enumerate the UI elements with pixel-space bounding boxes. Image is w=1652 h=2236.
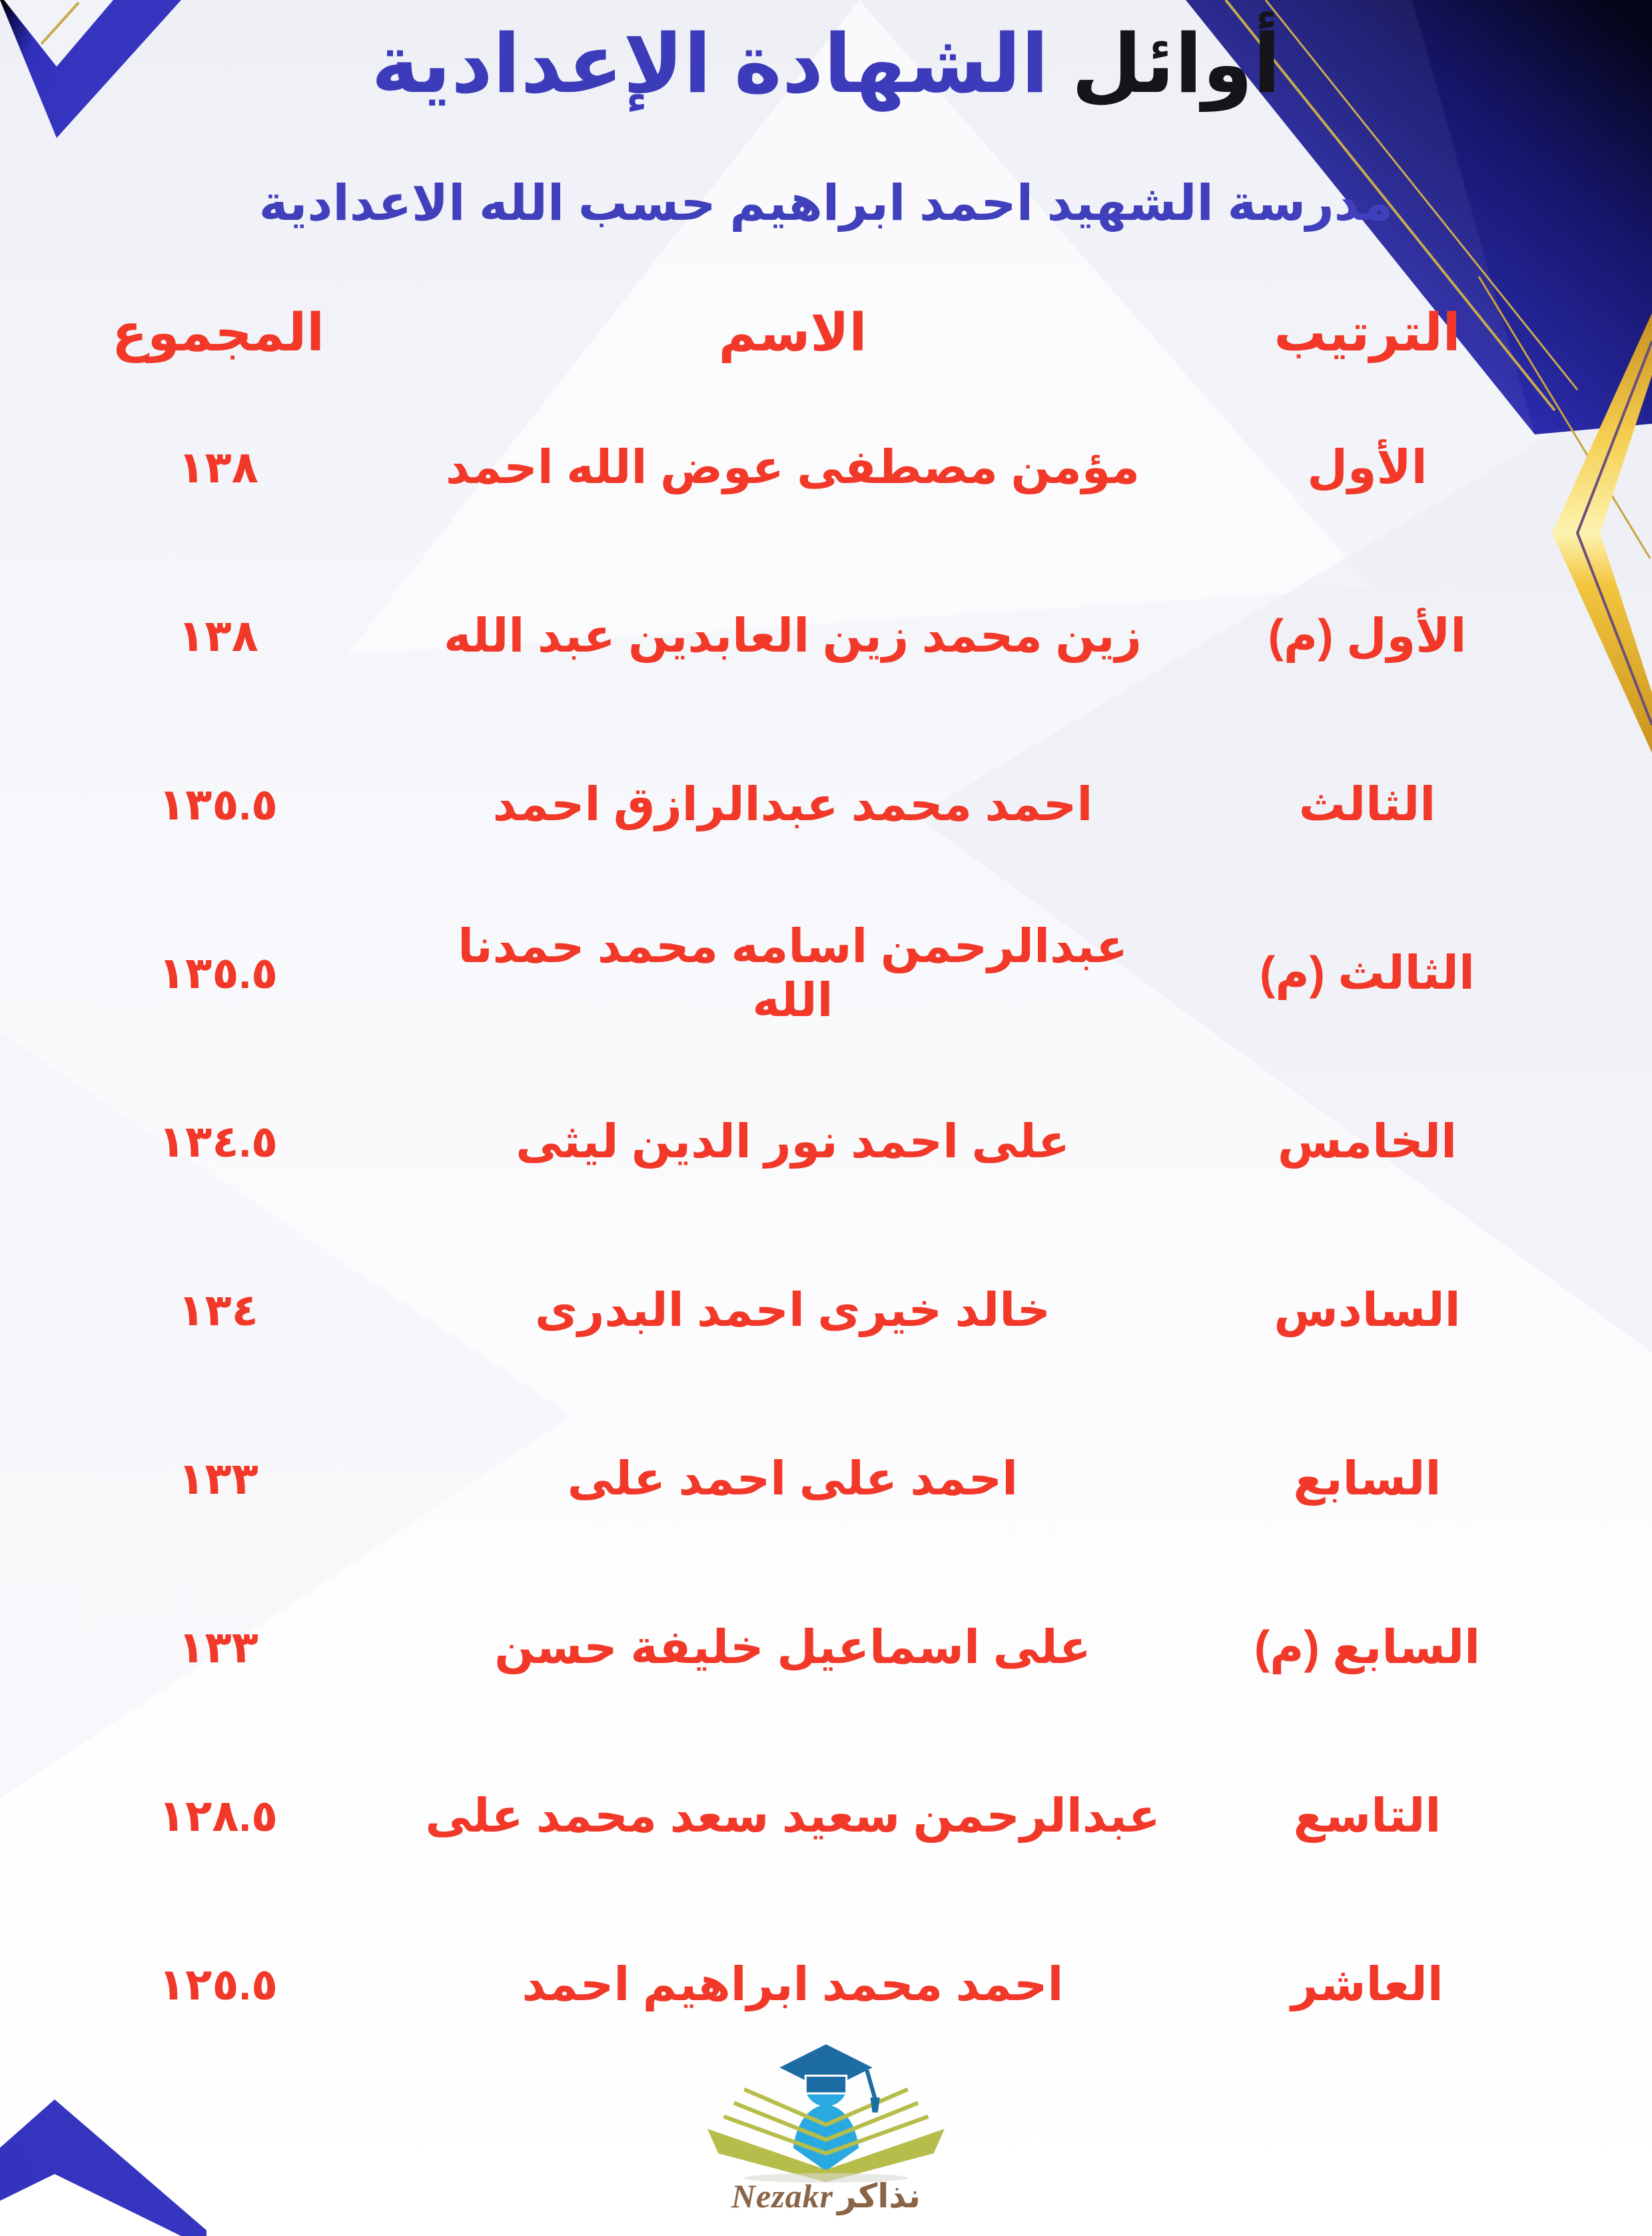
name-cell: احمد محمد ابراهيم احمد: [522, 1958, 1064, 2011]
total-cell: ١٣٥.٥: [158, 947, 278, 997]
rank-cell: الأول: [1307, 441, 1428, 494]
rank-cell: الأول (م): [1268, 610, 1467, 662]
name-cell: عبدالرحمن اسامه محمد حمدنا الله: [458, 920, 1128, 1026]
name-cell: زين محمد زين العابدين عبد الله: [444, 610, 1142, 662]
total-cell: ١٣٥.٥: [158, 779, 278, 829]
total-cell: ١٢٥.٥: [158, 1959, 278, 2009]
school-name: مدرسة الشهيد احمد ابراهيم حسب الله الاعد…: [258, 175, 1394, 231]
total-cell: ١٣٤.٥: [158, 1116, 278, 1166]
table-row: التاسع عبدالرحمن سعيد سعد محمد على ١٢٨.٥: [27, 1732, 1559, 1900]
rank-cell: العاشر: [1291, 1958, 1444, 2011]
name-cell: على احمد نور الدين ليثى: [516, 1115, 1070, 1168]
column-header-total: المجموع: [111, 303, 324, 362]
name-cell: مؤمن مصطفى عوض الله احمد: [445, 441, 1140, 494]
rank-cell: الخامس: [1277, 1115, 1457, 1168]
table-row: السادس خالد خيرى احمد البدرى ١٣٤: [27, 1226, 1559, 1395]
corner-decoration-bottom-left: [0, 2099, 206, 2236]
table-row: الخامس على احمد نور الدين ليثى ١٣٤.٥: [27, 1057, 1559, 1226]
rank-cell: السادس: [1274, 1284, 1461, 1337]
total-cell: ١٣٣: [178, 1453, 258, 1503]
table-row: العاشر احمد محمد ابراهيم احمد ١٢٥.٥: [27, 1900, 1559, 2069]
total-cell: ١٣٤: [178, 1285, 258, 1335]
total-cell: ١٣٨: [178, 442, 258, 492]
logo-text-arabic: نذاكر: [837, 2177, 921, 2215]
open-book-graduate-icon: [707, 2044, 945, 2183]
rank-cell: الثالث (م): [1260, 947, 1475, 999]
table-row: الثالث (م) عبدالرحمن اسامه محمد حمدنا ال…: [27, 889, 1559, 1057]
logo-text-latin: Nezakr: [731, 2177, 834, 2215]
column-header-rank: الترتيب: [1274, 303, 1461, 362]
table-row: الثالث احمد محمد عبدالرازق احمد ١٣٥.٥: [27, 720, 1559, 889]
logo-wordmark: Nezakr نذاكر: [666, 2177, 986, 2215]
name-cell: خالد خيرى احمد البدرى: [534, 1284, 1051, 1337]
table-header-row: الترتيب الاسم المجموع: [27, 283, 1559, 383]
name-cell: احمد محمد عبدالرازق احمد: [492, 778, 1093, 831]
total-cell: ١٢٨.٥: [158, 1790, 278, 1840]
table-row: الأول مؤمن مصطفى عوض الله احمد ١٣٨: [27, 383, 1559, 552]
table-row: السابع احمد على احمد على ١٣٣: [27, 1395, 1559, 1563]
page-title-rest: الشهادة الإعدادية: [371, 19, 1049, 109]
nezakr-logo: Nezakr نذاكر: [666, 2036, 986, 2215]
rank-cell: التاسع: [1293, 1790, 1442, 1842]
rank-cell: الثالث: [1298, 778, 1436, 831]
name-cell: على اسماعيل خليفة حسن: [494, 1621, 1091, 1674]
table-row: السابع (م) على اسماعيل خليفة حسن ١٣٣: [27, 1563, 1559, 1732]
name-cell: عبدالرحمن سعيد سعد محمد على: [425, 1790, 1160, 1842]
total-cell: ١٣٣: [178, 1622, 258, 1672]
results-table: الترتيب الاسم المجموع الأول مؤمن مصطفى ع…: [27, 283, 1559, 2069]
total-cell: ١٣٨: [178, 610, 258, 660]
name-cell: احمد على احمد على: [567, 1452, 1019, 1505]
page-title-word: أوائل: [1071, 19, 1281, 109]
page-title: أوائل الشهادة الإعدادية: [0, 5, 1652, 123]
table-row: الأول (م) زين محمد زين العابدين عبد الله…: [27, 552, 1559, 720]
column-header-name: الاسم: [718, 303, 867, 362]
table-body: الأول مؤمن مصطفى عوض الله احمد ١٣٨ الأول…: [27, 383, 1559, 2069]
rank-cell: السابع (م): [1254, 1621, 1481, 1674]
rank-cell: السابع: [1293, 1452, 1442, 1505]
